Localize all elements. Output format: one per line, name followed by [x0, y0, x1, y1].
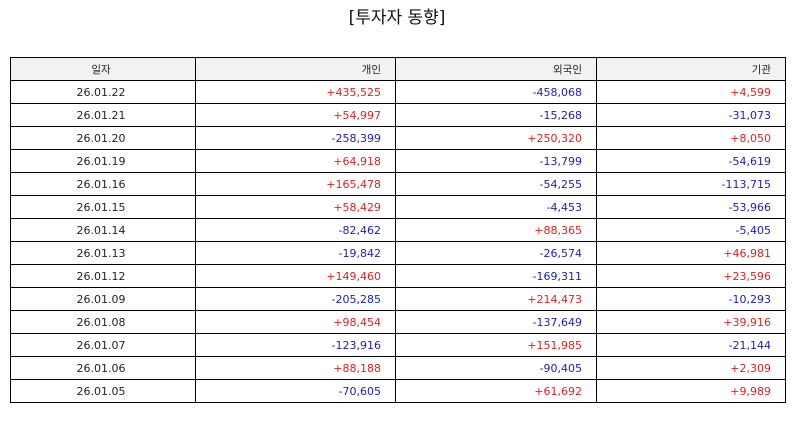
cell-individual: -123,916 [195, 333, 396, 357]
page-title: [투자자 동향] [348, 8, 446, 28]
cell-individual: -205,285 [195, 287, 396, 311]
cell-institution: +23,596 [596, 264, 786, 288]
cell-date: 26.01.21 [10, 103, 196, 127]
cell-individual: +58,429 [195, 195, 396, 219]
cell-foreign: -15,268 [395, 103, 597, 127]
header-date: 일자 [10, 57, 196, 81]
cell-individual: +64,918 [195, 149, 396, 173]
cell-foreign: -13,799 [395, 149, 597, 173]
cell-foreign: +151,985 [395, 333, 597, 357]
table-row: 26.01.13 -19,842 -26,574 +46,981 [10, 241, 786, 265]
cell-date: 26.01.13 [10, 241, 196, 265]
cell-date: 26.01.09 [10, 287, 196, 311]
cell-individual: +98,454 [195, 310, 396, 334]
cell-individual: +165,478 [195, 172, 396, 196]
header-individual: 개인 [195, 57, 396, 81]
cell-individual: -70,605 [195, 379, 396, 403]
cell-foreign: -137,649 [395, 310, 597, 334]
table-row: 26.01.19 +64,918 -13,799 -54,619 [10, 149, 786, 173]
table-row: 26.01.12 +149,460 -169,311 +23,596 [10, 264, 786, 288]
cell-institution: +8,050 [596, 126, 786, 150]
table-row: 26.01.09 -205,285 +214,473 -10,293 [10, 287, 786, 311]
header-foreign: 외국인 [395, 57, 597, 81]
cell-foreign: -54,255 [395, 172, 597, 196]
cell-individual: +435,525 [195, 80, 396, 104]
cell-foreign: -458,068 [395, 80, 597, 104]
cell-foreign: -169,311 [395, 264, 597, 288]
table-row: 26.01.16 +165,478 -54,255 -113,715 [10, 172, 786, 196]
cell-date: 26.01.19 [10, 149, 196, 173]
cell-foreign: -90,405 [395, 356, 597, 380]
cell-institution: +39,916 [596, 310, 786, 334]
cell-institution: -5,405 [596, 218, 786, 242]
cell-date: 26.01.05 [10, 379, 196, 403]
table-row: 26.01.06 +88,188 -90,405 +2,309 [10, 356, 786, 380]
cell-individual: +88,188 [195, 356, 396, 380]
cell-foreign: +61,692 [395, 379, 597, 403]
cell-date: 26.01.22 [10, 80, 196, 104]
table-row: 26.01.22 +435,525 -458,068 +4,599 [10, 80, 786, 104]
cell-institution: +4,599 [596, 80, 786, 104]
cell-foreign: -4,453 [395, 195, 597, 219]
table-row: 26.01.14 -82,462 +88,365 -5,405 [10, 218, 786, 242]
cell-institution: -21,144 [596, 333, 786, 357]
cell-individual: -82,462 [195, 218, 396, 242]
investor-trend-table: 일자 개인 외국인 기관 26.01.22 +435,525 -458,068 … [10, 57, 786, 403]
cell-date: 26.01.06 [10, 356, 196, 380]
table-row: 26.01.21 +54,997 -15,268 -31,073 [10, 103, 786, 127]
cell-institution: -10,293 [596, 287, 786, 311]
header-institution: 기관 [596, 57, 786, 81]
cell-foreign: +250,320 [395, 126, 597, 150]
cell-foreign: +88,365 [395, 218, 597, 242]
cell-date: 26.01.08 [10, 310, 196, 334]
cell-date: 26.01.07 [10, 333, 196, 357]
cell-institution: +2,309 [596, 356, 786, 380]
cell-individual: +54,997 [195, 103, 396, 127]
cell-individual: -19,842 [195, 241, 396, 265]
table-row: 26.01.05 -70,605 +61,692 +9,989 [10, 379, 786, 403]
cell-date: 26.01.14 [10, 218, 196, 242]
cell-foreign: +214,473 [395, 287, 597, 311]
cell-institution: -31,073 [596, 103, 786, 127]
cell-foreign: -26,574 [395, 241, 597, 265]
cell-date: 26.01.20 [10, 126, 196, 150]
table-row: 26.01.20 -258,399 +250,320 +8,050 [10, 126, 786, 150]
table-row: 26.01.08 +98,454 -137,649 +39,916 [10, 310, 786, 334]
cell-institution: -53,966 [596, 195, 786, 219]
cell-institution: +9,989 [596, 379, 786, 403]
cell-date: 26.01.15 [10, 195, 196, 219]
table-header-row: 일자 개인 외국인 기관 [10, 57, 786, 81]
cell-date: 26.01.12 [10, 264, 196, 288]
cell-individual: -258,399 [195, 126, 396, 150]
cell-institution: -113,715 [596, 172, 786, 196]
cell-institution: -54,619 [596, 149, 786, 173]
table-row: 26.01.07 -123,916 +151,985 -21,144 [10, 333, 786, 357]
cell-individual: +149,460 [195, 264, 396, 288]
cell-institution: +46,981 [596, 241, 786, 265]
cell-date: 26.01.16 [10, 172, 196, 196]
table-row: 26.01.15 +58,429 -4,453 -53,966 [10, 195, 786, 219]
